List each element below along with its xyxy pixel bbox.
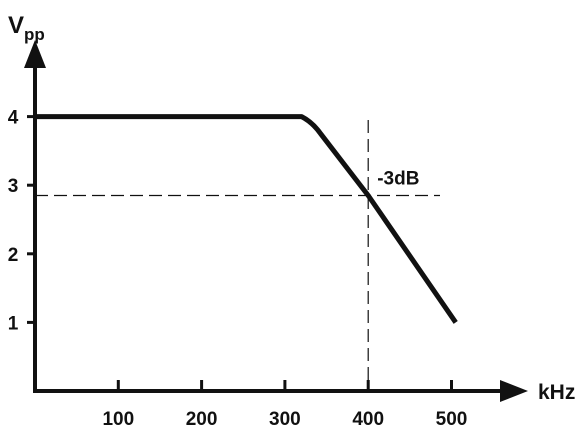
y-axis-arrowhead [24,40,46,68]
x-tick-label: 500 [436,409,468,428]
x-tick-label: 300 [269,409,301,428]
series-line [35,114,458,324]
x-axis-title: kHz [538,381,575,404]
y-tick-label: 1 [8,313,19,334]
y-axis-title: Vpp [8,12,45,44]
y-tick-label: 4 [8,108,19,129]
x-axis-arrowhead [500,380,528,402]
annotations: -3dB [377,168,419,189]
y-tick-label: 2 [8,245,19,266]
tick-marks [27,115,453,391]
minus-3db-label: -3dB [377,168,419,189]
tick-labels: 100 200 300 400 500 1 2 3 4 [8,108,468,428]
y-tick-label: 3 [8,176,19,197]
y-axis-title-main: V [8,12,24,39]
dashed-guides [35,120,440,391]
series [35,114,458,324]
x-tick-label: 100 [102,409,134,428]
y-axis-title-subscript: pp [24,25,45,44]
x-tick-label: 400 [352,409,384,428]
x-tick-label: 200 [186,409,218,428]
axes [24,40,528,402]
